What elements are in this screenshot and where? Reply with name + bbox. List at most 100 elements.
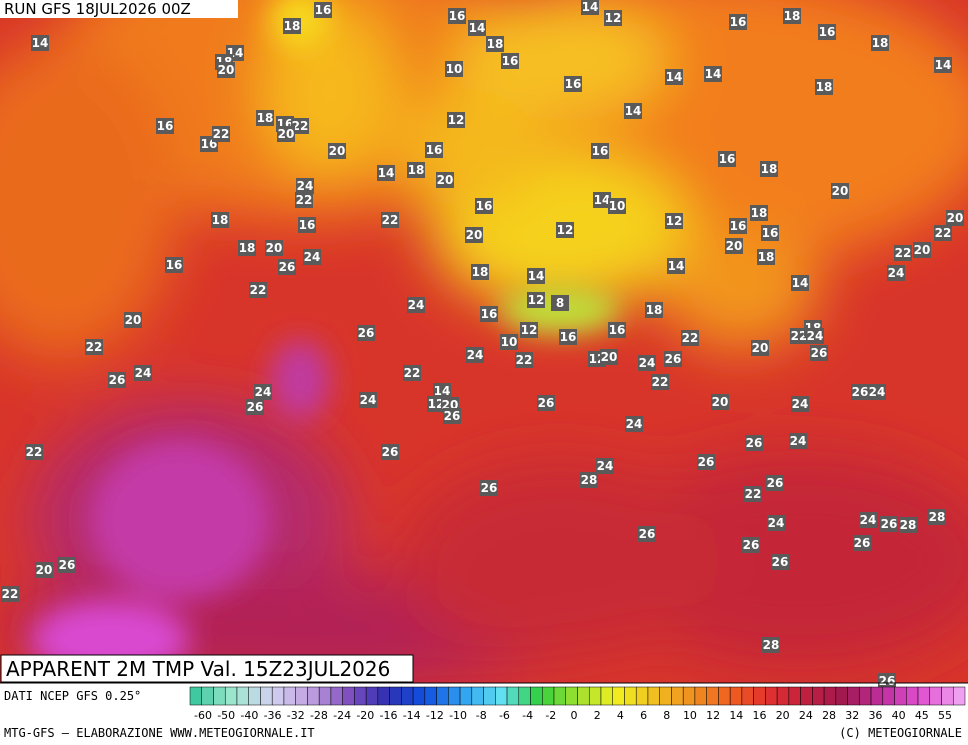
colorbar-swatch: [401, 686, 414, 706]
label-box: [35, 562, 53, 578]
colorbar-swatch: [412, 686, 426, 706]
value-label: 22: [250, 283, 267, 297]
label-box: [791, 396, 809, 412]
label-box: [377, 165, 395, 181]
value-label: 22: [213, 127, 230, 141]
value-label: 16: [157, 119, 174, 133]
label-box: [791, 275, 809, 291]
colorbar-swatch: [776, 686, 790, 706]
colorbar-swatch: [354, 686, 367, 706]
colorbar-swatch: [706, 686, 719, 706]
colorbar-swatch: [330, 686, 343, 706]
value-label: 12: [521, 323, 538, 337]
value-label: 18: [487, 37, 504, 51]
colorbar-swatch: [765, 686, 778, 706]
label-box: [859, 512, 877, 528]
credit-text: MTG-GFS – ELABORAZIONE WWW.METEOGIORNALE…: [4, 726, 315, 740]
value-label: 22: [2, 587, 19, 601]
colorbar-tick-label: 8: [663, 709, 670, 722]
value-label: 20: [218, 63, 235, 77]
value-labels: 1418161418201616221816222020242218161618…: [1, 0, 964, 689]
label-box: [667, 258, 685, 274]
value-label: 14: [935, 58, 952, 72]
colorbar-swatch: [917, 686, 931, 706]
colorbar-swatch: [870, 686, 884, 706]
value-label: 24: [360, 393, 377, 407]
label-box: [357, 325, 375, 341]
value-label: 18: [284, 19, 301, 33]
label-box: [711, 394, 729, 410]
label-box: [624, 103, 642, 119]
value-label: 18: [816, 80, 833, 94]
value-label: 14: [792, 276, 809, 290]
value-label: 18: [472, 265, 489, 279]
colorbar-tick-label: 20: [776, 709, 790, 722]
colorbar-tick-label: -40: [240, 709, 258, 722]
value-label: 24: [626, 417, 643, 431]
value-label: 18: [784, 9, 801, 23]
colorbar-swatch: [788, 686, 801, 706]
label-box: [596, 458, 614, 474]
colorbar-tick-label: 4: [617, 709, 624, 722]
label-box: [783, 8, 801, 24]
colorbar-swatch: [248, 686, 261, 706]
colorbar-swatch: [471, 686, 484, 706]
label-box: [878, 673, 896, 689]
value-label: 22: [292, 119, 309, 133]
colorbar-tick-label: 0: [571, 709, 578, 722]
value-label: 16: [560, 330, 577, 344]
label-box: [278, 259, 296, 275]
label-box: [165, 257, 183, 273]
label-box: [527, 292, 545, 308]
label-box: [899, 517, 917, 533]
label-box: [403, 365, 421, 381]
colorbar-tick-label: -2: [545, 709, 556, 722]
colorbar: -60 -50 -40 -36 -32 -28 -24 -20 -16 -14 -12 -10 -8 -6…: [189, 686, 966, 722]
value-label: 28: [900, 518, 917, 532]
value-label: 18: [872, 36, 889, 50]
label-box: [789, 433, 807, 449]
label-box: [427, 396, 445, 412]
label-box: [246, 399, 264, 415]
colorbar-swatch: [377, 686, 390, 706]
colorbar-swatch: [213, 686, 226, 706]
colorbar-swatch: [260, 686, 273, 706]
colorbar-swatch: [800, 686, 813, 706]
value-label: 22: [652, 375, 669, 389]
value-label: 18: [758, 250, 775, 264]
value-label: 12: [528, 293, 545, 307]
label-box: [486, 36, 504, 52]
value-label: 24: [639, 356, 656, 370]
value-label: 24: [792, 397, 809, 411]
label-box: [238, 240, 256, 256]
value-label: 20: [466, 228, 483, 242]
label-box: [645, 302, 663, 318]
label-box: [443, 408, 461, 424]
value-label: 18: [408, 163, 425, 177]
map-title: APPARENT 2M TMP Val. 15Z23JUL2026: [6, 657, 390, 681]
colorbar-swatch: [565, 686, 578, 706]
value-label: 14: [594, 193, 611, 207]
value-label: 20: [125, 313, 142, 327]
value-label: 26: [538, 396, 555, 410]
value-label: 22: [895, 246, 912, 260]
value-label: 26: [743, 538, 760, 552]
label-box: [625, 416, 643, 432]
value-label: 12: [448, 113, 465, 127]
value-label: 24: [255, 385, 272, 399]
label-box: [591, 143, 609, 159]
label-box: [934, 225, 952, 241]
value-label: 26: [382, 445, 399, 459]
colorbar-swatch: [424, 686, 437, 706]
value-label: 14: [378, 166, 395, 180]
value-label: 20: [752, 341, 769, 355]
value-label: 20: [278, 127, 295, 141]
title-box: [0, 654, 414, 683]
value-label: 24: [597, 459, 614, 473]
value-label: 16: [609, 323, 626, 337]
value-label: 14: [582, 0, 599, 14]
value-label: 22: [682, 331, 699, 345]
colorbar-tick-label: 2: [594, 709, 601, 722]
colorbar-swatch: [741, 686, 754, 706]
label-box: [665, 69, 683, 85]
